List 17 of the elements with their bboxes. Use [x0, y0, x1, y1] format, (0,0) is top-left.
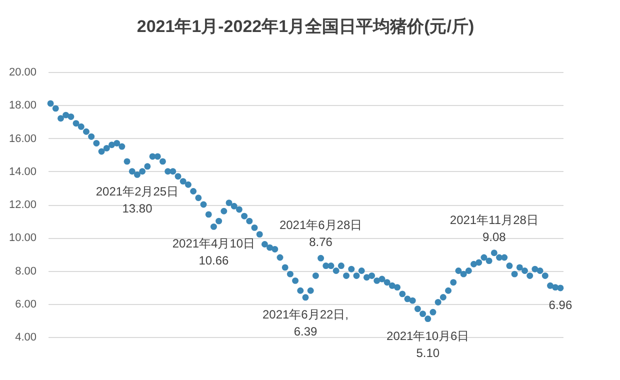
y-tick-label: 10.00: [8, 232, 36, 244]
annotation: 2021年4月10日 10.66: [172, 236, 256, 268]
annotation: 2021年11月28日 9.08: [450, 212, 538, 244]
y-tick-label: 12.00: [8, 199, 36, 211]
y-tick-label: 6.00: [15, 298, 36, 310]
annotation: 2021年6月28日 8.76: [279, 218, 362, 250]
annotation: 2021年6月22日, 6.39: [262, 307, 349, 338]
y-tick-label: 4.00: [15, 332, 36, 344]
y-tick-label: 18.00: [8, 100, 36, 112]
annotation: 2021年2月25日 13.80: [96, 184, 179, 216]
annotation: 6.96: [548, 298, 572, 312]
chart-title: 2021年1月-2022年1月全国日平均猪价(元/斤): [136, 17, 474, 36]
y-tick-label: 8.00: [15, 265, 36, 278]
annotation: 2021年10月6日 5.10: [386, 328, 470, 360]
y-tick-label: 20.00: [8, 66, 36, 78]
y-tick-label: 14.00: [8, 166, 36, 178]
y-tick-label: 16.00: [8, 132, 36, 145]
